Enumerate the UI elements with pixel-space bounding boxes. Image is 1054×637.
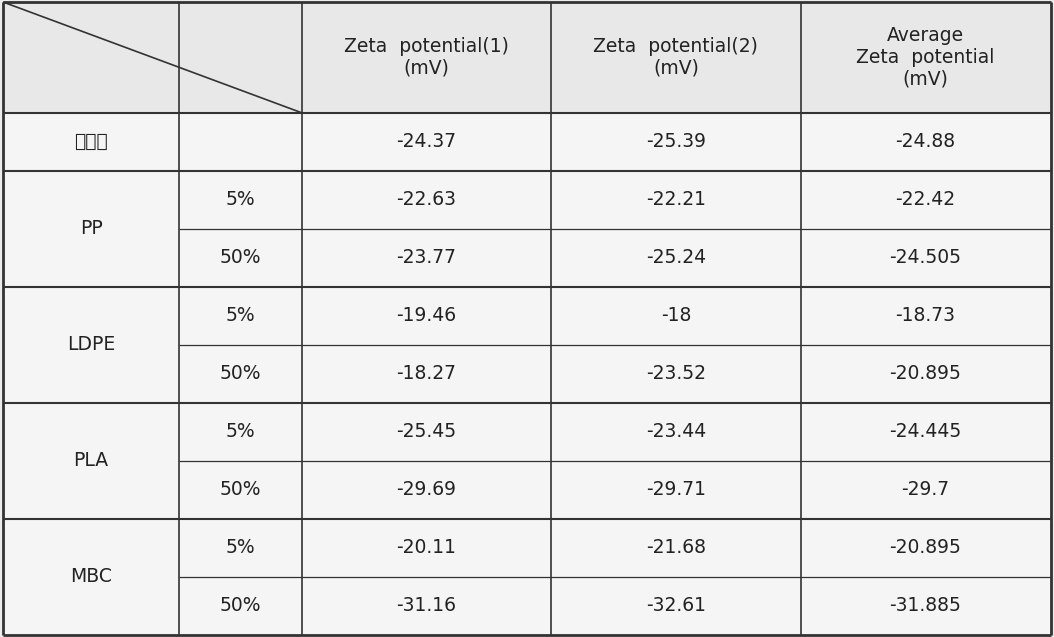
Text: 50%: 50% <box>219 248 261 268</box>
Text: -25.45: -25.45 <box>396 422 456 441</box>
Bar <box>179 519 301 577</box>
Text: PLA: PLA <box>74 452 109 471</box>
Bar <box>179 403 301 461</box>
Text: -32.61: -32.61 <box>646 596 706 615</box>
Bar <box>801 287 1050 345</box>
Text: -31.16: -31.16 <box>396 596 456 615</box>
Text: Zeta  potential(1)
(mV): Zeta potential(1) (mV) <box>344 37 509 78</box>
Bar <box>801 171 1050 229</box>
Text: Zeta  potential(2)
(mV): Zeta potential(2) (mV) <box>593 37 758 78</box>
Bar <box>801 461 1050 519</box>
Text: 50%: 50% <box>219 480 261 499</box>
Bar <box>3 113 179 171</box>
Text: 5%: 5% <box>226 422 255 441</box>
Bar <box>801 113 1050 171</box>
Text: Average
Zeta  potential
(mV): Average Zeta potential (mV) <box>856 26 994 89</box>
Bar <box>3 171 179 229</box>
Text: -22.42: -22.42 <box>895 190 955 210</box>
Bar <box>3 461 179 519</box>
Text: -20.895: -20.895 <box>890 538 961 557</box>
Bar <box>301 229 551 287</box>
Bar <box>551 577 801 635</box>
Bar <box>301 577 551 635</box>
Bar <box>3 403 179 461</box>
Bar <box>801 229 1050 287</box>
Bar <box>3 345 179 403</box>
Bar <box>301 287 551 345</box>
Text: PP: PP <box>80 219 102 238</box>
Text: -22.21: -22.21 <box>646 190 706 210</box>
Text: 5%: 5% <box>226 306 255 326</box>
Bar <box>301 113 551 171</box>
Text: -24.505: -24.505 <box>890 248 961 268</box>
Text: -23.77: -23.77 <box>396 248 456 268</box>
Bar <box>551 113 801 171</box>
Bar <box>301 345 551 403</box>
Bar <box>179 461 301 519</box>
Bar <box>801 519 1050 577</box>
Text: -31.885: -31.885 <box>890 596 961 615</box>
Text: -20.11: -20.11 <box>396 538 456 557</box>
Bar <box>551 345 801 403</box>
Text: -24.88: -24.88 <box>895 132 955 151</box>
Bar <box>179 287 301 345</box>
Bar <box>551 403 801 461</box>
Text: -22.63: -22.63 <box>396 190 456 210</box>
Bar <box>801 345 1050 403</box>
Bar <box>3 229 179 287</box>
Text: -29.69: -29.69 <box>396 480 456 499</box>
Bar <box>179 577 301 635</box>
Text: -21.68: -21.68 <box>646 538 706 557</box>
Text: -20.895: -20.895 <box>890 364 961 383</box>
Text: 50%: 50% <box>219 596 261 615</box>
Bar <box>3 577 179 635</box>
Bar <box>551 461 801 519</box>
Text: -25.24: -25.24 <box>646 248 706 268</box>
Bar <box>551 171 801 229</box>
Bar <box>3 287 179 345</box>
Text: -29.7: -29.7 <box>901 480 950 499</box>
Text: LDPE: LDPE <box>66 335 115 354</box>
Bar <box>301 403 551 461</box>
Bar <box>301 461 551 519</box>
Bar <box>551 229 801 287</box>
Bar <box>551 287 801 345</box>
Text: 50%: 50% <box>219 364 261 383</box>
Bar <box>301 519 551 577</box>
Bar <box>801 577 1050 635</box>
Text: -18.73: -18.73 <box>895 306 955 326</box>
Text: 증류수: 증류수 <box>74 132 108 151</box>
Text: MBC: MBC <box>71 568 112 587</box>
Bar <box>179 345 301 403</box>
Bar <box>551 519 801 577</box>
Bar <box>3 519 179 577</box>
Text: -24.445: -24.445 <box>890 422 961 441</box>
Text: -18.27: -18.27 <box>396 364 456 383</box>
Bar <box>3 2 1051 113</box>
Bar <box>179 113 301 171</box>
Text: -18: -18 <box>661 306 691 326</box>
Text: -25.39: -25.39 <box>646 132 706 151</box>
Text: -19.46: -19.46 <box>396 306 456 326</box>
Bar <box>301 171 551 229</box>
Text: -23.52: -23.52 <box>646 364 706 383</box>
Bar <box>801 403 1050 461</box>
Text: -23.44: -23.44 <box>646 422 706 441</box>
Bar <box>179 171 301 229</box>
Text: 5%: 5% <box>226 190 255 210</box>
Text: 5%: 5% <box>226 538 255 557</box>
Text: -24.37: -24.37 <box>396 132 456 151</box>
Bar <box>179 229 301 287</box>
Text: -29.71: -29.71 <box>646 480 706 499</box>
